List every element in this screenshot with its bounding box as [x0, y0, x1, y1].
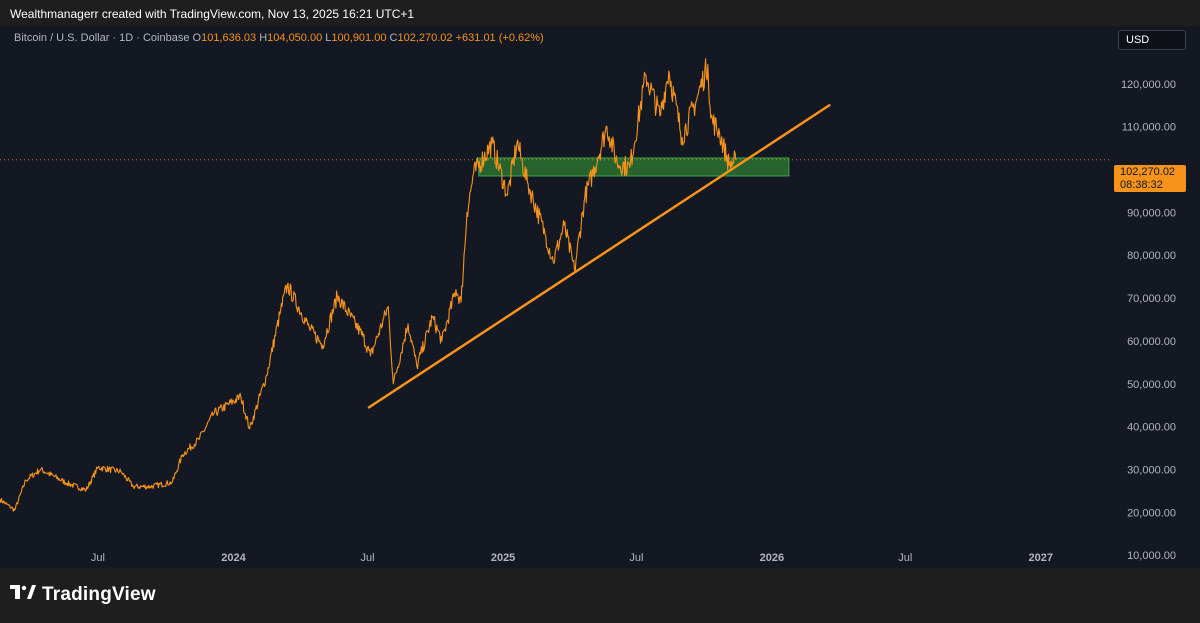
y-tick-label: 60,000.00 — [1127, 336, 1176, 348]
close-value: 102,270.02 — [397, 32, 453, 44]
y-tick-label: 40,000.00 — [1127, 422, 1176, 434]
tradingview-logo-icon — [10, 585, 36, 605]
x-tick-label: Jul — [361, 552, 375, 564]
high-value: 104,050.00 — [267, 32, 323, 44]
time-axis: Jul 2024 Jul 2025 Jul 2026 Jul 2027 — [91, 552, 1053, 564]
y-tick-label: 120,000.00 — [1121, 79, 1176, 91]
attribution-text: Wealthmanagerr created with TradingView.… — [10, 7, 415, 21]
x-tick-label: 2025 — [491, 552, 515, 564]
symbol-name: Bitcoin / U.S. Dollar · 1D · Coinbase — [14, 32, 190, 44]
low-key: L — [325, 32, 332, 44]
y-tick-label: 50,000.00 — [1127, 379, 1176, 391]
support-zone-layer — [0, 157, 1110, 177]
y-tick-label: 30,000.00 — [1127, 464, 1176, 476]
last-price-label: 102,270.02 08:38:32 — [1114, 165, 1186, 192]
open-value: 101,636.03 — [201, 32, 257, 44]
last-price-value: 102,270.02 — [1120, 166, 1176, 178]
y-tick-label: 110,000.00 — [1122, 122, 1176, 134]
trendline — [367, 104, 831, 409]
y-tick-label: 10,000.00 — [1127, 550, 1176, 562]
y-tick-label: 20,000.00 — [1127, 507, 1176, 519]
price-series-layer — [0, 58, 737, 512]
x-tick-label: Jul — [629, 552, 643, 564]
price-axis: 10,000.00 20,000.00 30,000.00 40,000.00 50,0… — [1121, 36, 1176, 562]
chart-area[interactable] — [0, 26, 1200, 568]
x-tick-label: 2027 — [1029, 552, 1053, 564]
symbol-legend: Bitcoin / U.S. Dollar · 1D · Coinbase O1… — [14, 32, 544, 44]
top-bar: Wealthmanagerr created with TradingView.… — [0, 0, 1200, 26]
x-tick-label: Jul — [91, 552, 105, 564]
currency-button[interactable]: USD — [1118, 30, 1186, 50]
high-key: H — [259, 32, 268, 44]
y-tick-label: 80,000.00 — [1127, 250, 1176, 262]
x-tick-label: 2024 — [221, 552, 246, 564]
low-value: 100,901.00 — [331, 32, 387, 44]
change-value: +631.01 (+0.62%) — [455, 32, 544, 44]
price-series-line — [0, 58, 737, 512]
tradingview-brand[interactable]: TradingView — [10, 584, 156, 606]
close-key: C — [389, 32, 398, 44]
x-tick-label: 2026 — [760, 552, 784, 564]
trendline-layer — [367, 104, 831, 409]
y-tick-label: 70,000.00 — [1127, 293, 1176, 305]
y-tick-label: 90,000.00 — [1127, 207, 1176, 219]
x-tick-label: Jul — [898, 552, 912, 564]
open-key: O — [192, 32, 202, 44]
footer-bar: TradingView — [0, 568, 1200, 623]
brand-name: TradingView — [42, 584, 156, 605]
bar-countdown: 08:38:32 — [1120, 179, 1163, 191]
